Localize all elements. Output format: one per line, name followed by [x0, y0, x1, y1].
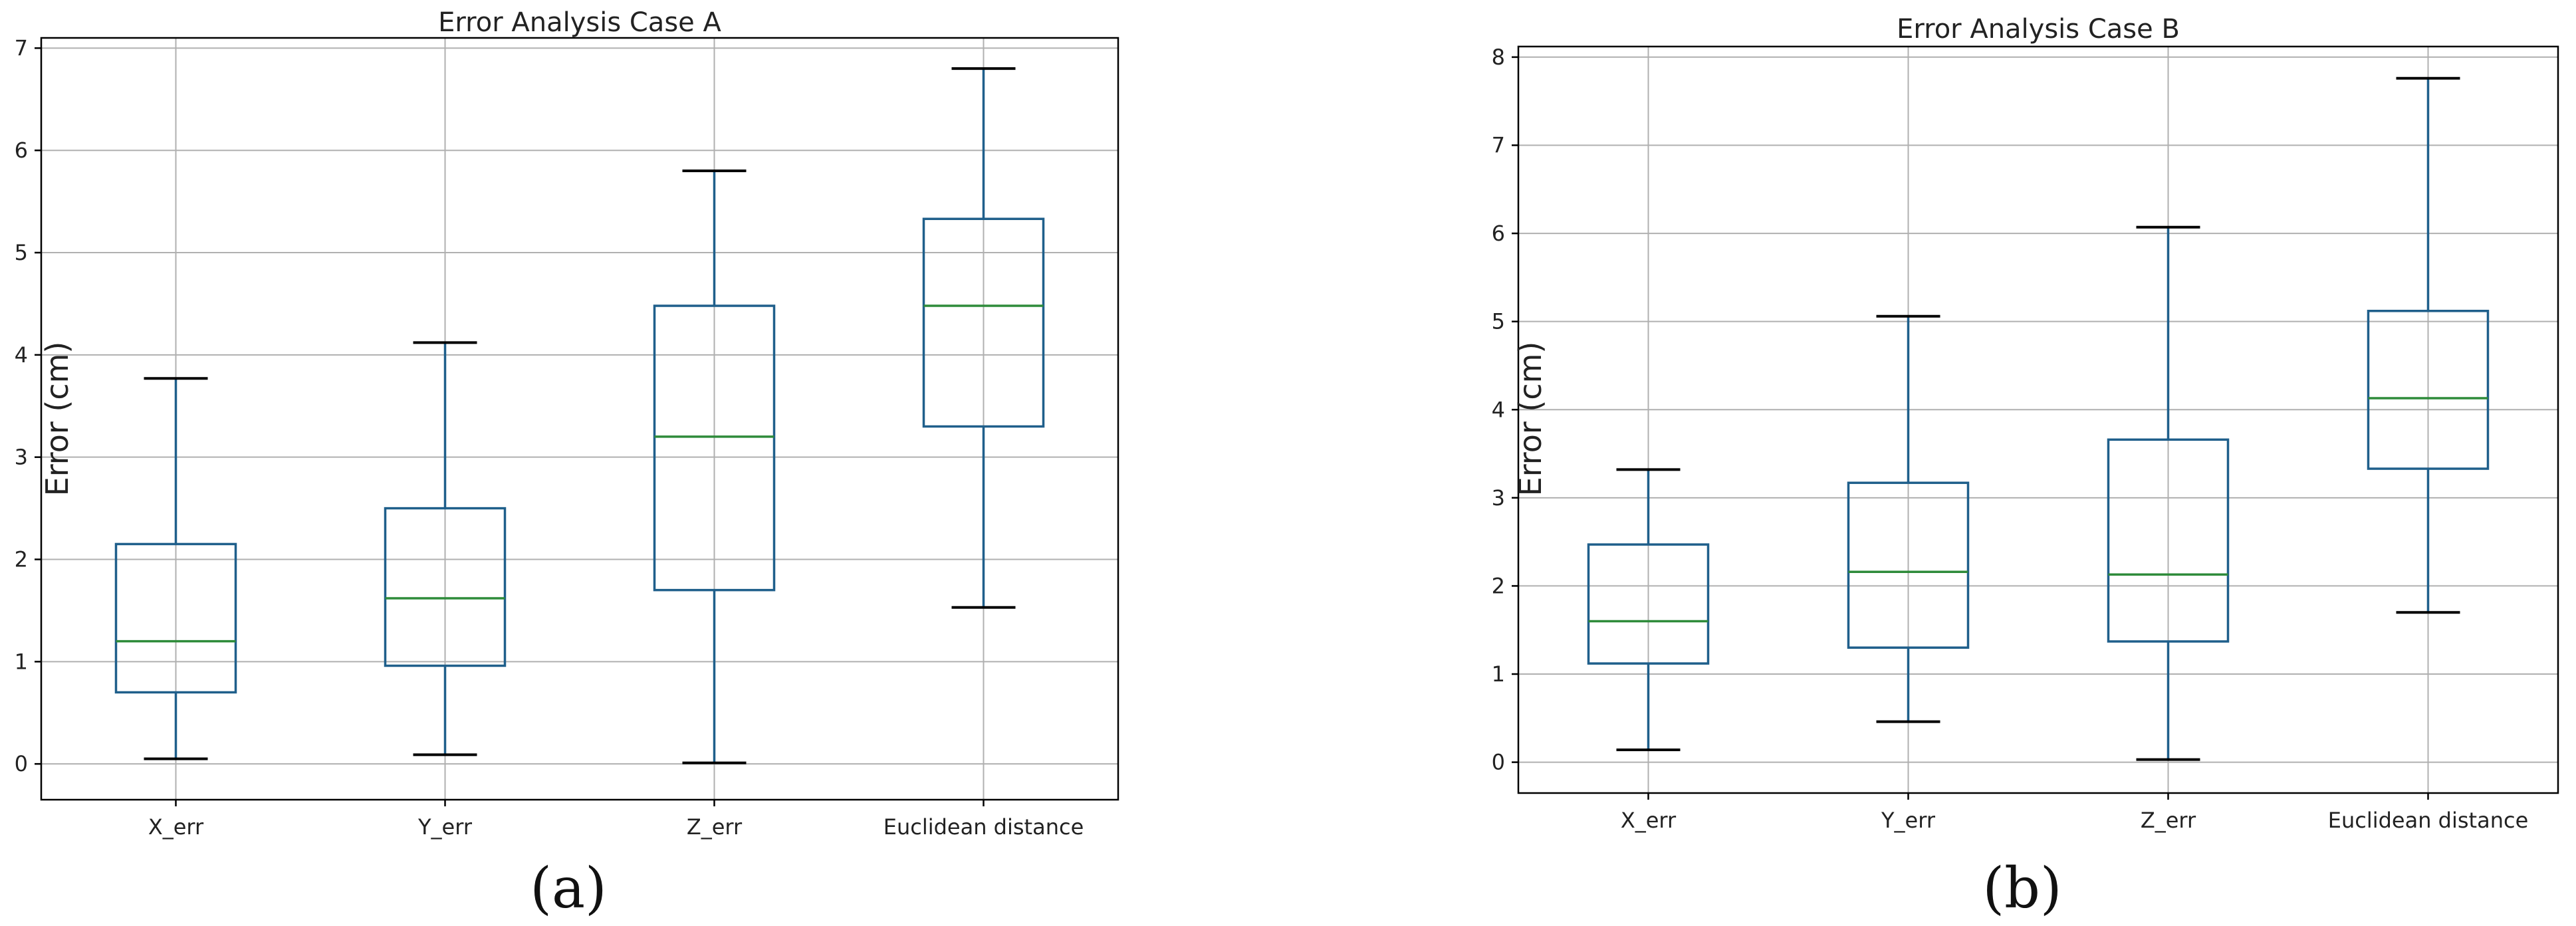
y-tick-label: 3 — [1492, 485, 1505, 511]
box-z-err — [2107, 225, 2230, 761]
chart-b-ticks: 0 1 2 3 4 5 6 7 8 X_err Y_err Z_err Euclidean distan… — [1492, 45, 2529, 833]
iqr-box — [384, 507, 507, 667]
x-tick-label: Euclidean distance — [883, 814, 1084, 840]
y-tick-label: 2 — [15, 547, 28, 572]
y-tick-label: 0 — [1492, 750, 1505, 775]
iqr-box — [1847, 481, 1970, 649]
chart-b-grid — [1518, 47, 2558, 793]
iqr-box — [114, 542, 237, 694]
chart-b-title: Error Analysis Case B — [1897, 14, 2180, 45]
y-tick-label: 7 — [15, 35, 28, 60]
iqr-box — [653, 304, 776, 592]
chart-a-grid — [41, 38, 1118, 800]
chart-a-y-axis-label: Error (cm) — [39, 342, 75, 497]
y-tick-label: 6 — [15, 138, 28, 163]
iqr-box — [1587, 543, 1710, 665]
chart-a-panel-label: (a) — [530, 856, 607, 921]
x-tick-label: Y_err — [1881, 808, 1936, 833]
y-tick-label: 4 — [1492, 397, 1505, 422]
chart-b-frame — [1517, 45, 2559, 794]
y-tick-label: 0 — [15, 751, 28, 776]
y-tick-label: 5 — [1492, 309, 1505, 334]
x-tick-label: Y_err — [417, 814, 473, 840]
x-tick-label: Z_err — [2141, 808, 2196, 833]
y-tick-label: 1 — [1492, 661, 1505, 687]
chart-a-frame — [40, 37, 1119, 801]
y-tick-label: 6 — [1492, 221, 1505, 246]
chart-a: 0 1 2 3 4 5 6 7 X_err Y_err Z_err Euclidean distanc… — [15, 7, 1119, 921]
box-x-err — [1587, 468, 1710, 752]
box-euclidean-distance — [2367, 76, 2490, 614]
box-euclidean-distance — [922, 67, 1045, 609]
y-tick-label: 2 — [1492, 573, 1505, 598]
iqr-box — [922, 217, 1045, 428]
chart-a-title: Error Analysis Case A — [438, 7, 721, 38]
y-tick-label: 4 — [15, 342, 28, 368]
x-tick-label: Z_err — [687, 814, 743, 840]
chart-b-y-axis-label: Error (cm) — [1512, 342, 1548, 497]
box-z-err — [653, 169, 776, 764]
chart-b-panel-label: (b) — [1982, 856, 2061, 921]
box-y-err — [384, 341, 507, 756]
box-x-err — [114, 377, 237, 760]
iqr-box — [2107, 438, 2230, 643]
y-tick-label: 8 — [1492, 45, 1505, 70]
iqr-box — [2367, 310, 2490, 470]
chart-b-boxes — [1587, 76, 2490, 761]
x-tick-label: X_err — [148, 814, 204, 840]
y-tick-label: 5 — [15, 240, 28, 265]
x-tick-label: Euclidean distance — [2328, 808, 2529, 833]
chart-a-ticks: 0 1 2 3 4 5 6 7 X_err Y_err Z_err Euclidean distanc… — [15, 35, 1084, 840]
chart-b: 0 1 2 3 4 5 6 7 8 X_err Y_err Z_err Euclidean distan… — [1492, 14, 2559, 921]
box-y-err — [1847, 314, 1970, 723]
y-tick-label: 1 — [15, 649, 28, 674]
y-tick-label: 7 — [1492, 132, 1505, 158]
chart-a-boxes — [114, 67, 1045, 764]
x-tick-label: X_err — [1621, 808, 1677, 833]
y-tick-label: 3 — [15, 445, 28, 470]
